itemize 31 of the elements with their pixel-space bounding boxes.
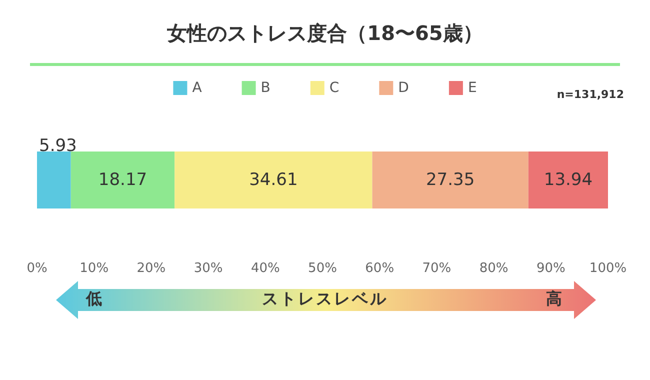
- legend-label: C: [329, 80, 340, 96]
- text: ストレスレベル: [262, 289, 388, 308]
- data-label: 27.35: [426, 170, 475, 190]
- chart-title: 女性のストレス度合（18〜65歳）: [166, 21, 483, 45]
- data-label: 13.94: [544, 170, 593, 190]
- bar: [372, 152, 528, 208]
- data-label: 34.61: [249, 170, 298, 190]
- x-tick-label: 30%: [194, 261, 223, 276]
- x-tick-label: 40%: [250, 261, 280, 276]
- bar: [37, 152, 71, 208]
- x-tick-label: 80%: [479, 261, 508, 276]
- x-tick-label: 60%: [365, 261, 394, 276]
- text: 高: [546, 289, 562, 310]
- legend-label: E: [468, 80, 477, 96]
- bar: [528, 152, 608, 208]
- data-label: 18.17: [98, 170, 148, 190]
- legend-label: B: [260, 80, 270, 96]
- x-tick-label: 100%: [589, 261, 627, 276]
- x-tick-label: 70%: [422, 261, 452, 276]
- x-tick-label: 20%: [136, 261, 166, 276]
- legend-label: D: [398, 80, 409, 96]
- text: n=131,912: [556, 88, 624, 101]
- legend-label: A: [192, 80, 202, 96]
- x-tick-label: 50%: [308, 261, 337, 276]
- data-label: 5.93: [39, 136, 77, 156]
- bar: [174, 152, 372, 208]
- x-tick-label: 10%: [80, 261, 109, 276]
- bar: [70, 152, 175, 208]
- x-tick-label: 90%: [536, 261, 566, 276]
- x-tick-label: 0%: [26, 261, 48, 276]
- text: 低: [86, 289, 102, 310]
